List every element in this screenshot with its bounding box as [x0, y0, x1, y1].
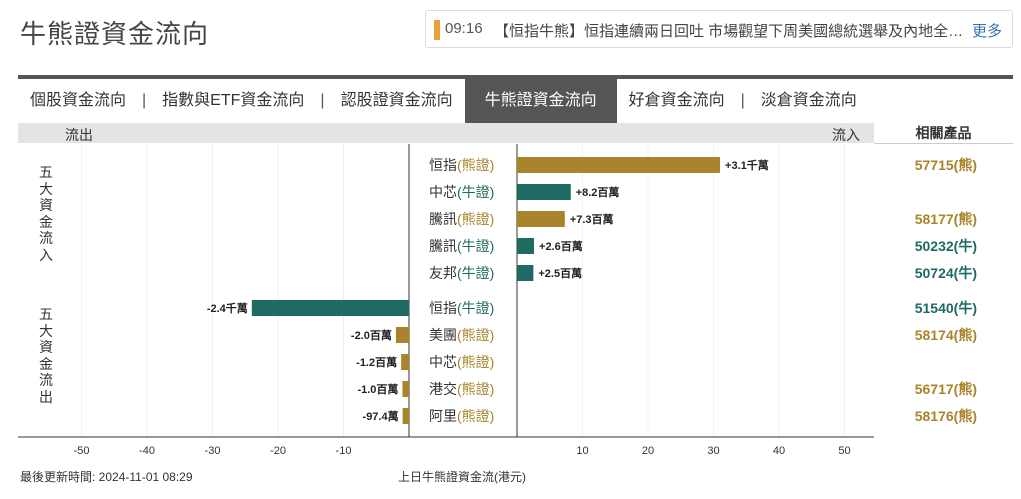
tab-separator: |	[740, 92, 745, 109]
outflow-section-title: 五大資金流出	[39, 306, 53, 405]
flow-bar[interactable]	[402, 381, 409, 397]
ticker-accent-bar	[434, 20, 440, 40]
flow-bar[interactable]	[395, 327, 409, 343]
underlying-name[interactable]: 中芯(牛證)	[429, 184, 494, 200]
last-updated: 最後更新時間: 2024-11-01 08:29	[20, 470, 193, 484]
tab-short-fund-flow[interactable]: 淡倉資金流向	[760, 92, 857, 109]
outflow-header: 流出	[65, 127, 93, 143]
underlying-name[interactable]: 中芯(熊證)	[429, 354, 494, 370]
flow-value-label: +7.3百萬	[570, 212, 614, 226]
related-product-link[interactable]: 50232(牛)	[915, 238, 977, 254]
underlying-name[interactable]: 美團(熊證)	[429, 327, 494, 343]
related-products-header: 相關產品	[915, 125, 972, 141]
x-tick-label: 40	[773, 445, 785, 457]
related-product-link[interactable]: 58174(熊)	[915, 327, 977, 343]
chart-caption: 上日牛熊證資金流(港元)	[398, 470, 526, 484]
related-product-link[interactable]: 51540(牛)	[915, 300, 977, 316]
x-tick-label: -50	[74, 445, 90, 457]
x-tick-label: -30	[205, 445, 221, 457]
flow-bar[interactable]	[402, 408, 409, 424]
tab-stock-fund-flow[interactable]: 個股資金流向	[30, 92, 127, 109]
underlying-name[interactable]: 騰訊(熊證)	[429, 211, 494, 227]
underlying-name[interactable]: 恒指(牛證)	[429, 300, 494, 316]
underlying-name[interactable]: 友邦(牛證)	[429, 265, 494, 281]
flow-bar[interactable]	[517, 211, 565, 227]
related-product-link[interactable]: 50724(牛)	[915, 265, 977, 281]
ticker-more-link[interactable]: 更多	[971, 23, 1002, 40]
related-product-link[interactable]: 56717(熊)	[915, 381, 977, 397]
related-product-link[interactable]: 58177(熊)	[915, 211, 977, 227]
tabs-top-rule	[18, 75, 1013, 79]
flow-bar[interactable]	[517, 238, 535, 254]
flow-value-label: -2.0百萬	[351, 328, 392, 342]
flow-bar[interactable]	[251, 300, 409, 316]
x-tick-label: -40	[139, 445, 155, 457]
tab-cbbc-fund-flow[interactable]: 牛熊證資金流向	[464, 79, 617, 123]
tab-separator: |	[142, 92, 147, 109]
flow-bar[interactable]	[401, 354, 409, 370]
flow-value-label: -1.0百萬	[357, 382, 398, 396]
flow-value-label: +2.5百萬	[538, 266, 582, 280]
tab-separator: |	[320, 92, 325, 109]
x-tick-label: 10	[576, 445, 588, 457]
x-tick-label: 20	[642, 445, 654, 457]
flow-value-label: +8.2百萬	[576, 185, 620, 199]
flow-value-label: +2.6百萬	[539, 239, 583, 253]
tab-index-etf-fund-flow[interactable]: 指數與ETF資金流向	[162, 92, 305, 109]
underlying-name[interactable]: 港交(熊證)	[429, 381, 494, 397]
related-product-link[interactable]: 57715(熊)	[915, 157, 977, 173]
x-tick-label: 30	[707, 445, 719, 457]
related-header-rule	[874, 143, 1013, 144]
related-product-link[interactable]: 58176(熊)	[915, 408, 977, 424]
flow-value-label: -1.2百萬	[356, 355, 397, 369]
underlying-name[interactable]: 騰訊(牛證)	[429, 238, 494, 254]
x-tick-label: 50	[838, 445, 850, 457]
flow-value-label: +3.1千萬	[725, 158, 769, 172]
inflow-section-title: 五大資金流入	[39, 164, 53, 263]
news-ticker[interactable]: 09:16 【恒指牛熊】恒指連續兩日回吐 市場觀望下周美國總統選舉及內地全… 更…	[425, 10, 1013, 48]
flow-bar[interactable]	[517, 157, 721, 173]
underlying-name[interactable]: 恒指(熊證)	[429, 157, 494, 173]
table-header-band	[18, 123, 874, 143]
flow-value-label: -2.4千萬	[207, 301, 248, 315]
tab-long-fund-flow[interactable]: 好倉資金流向	[628, 92, 725, 109]
tab-warrant-fund-flow[interactable]: 認股證資金流向	[340, 92, 453, 109]
x-tick-label: -20	[270, 445, 286, 457]
ticker-time: 09:16	[445, 20, 483, 37]
x-tick-label: -10	[336, 445, 352, 457]
underlying-name[interactable]: 阿里(熊證)	[429, 408, 494, 424]
tab-bar: 個股資金流向 | 指數與ETF資金流向 | 認股證資金流向 牛熊證資金流向 好倉…	[18, 79, 1013, 123]
page-title: 牛熊證資金流向	[20, 19, 210, 49]
flow-bar[interactable]	[517, 184, 571, 200]
inflow-header: 流入	[832, 127, 860, 143]
flow-bar[interactable]	[517, 265, 534, 281]
flow-value-label: -97.4萬	[363, 409, 399, 423]
